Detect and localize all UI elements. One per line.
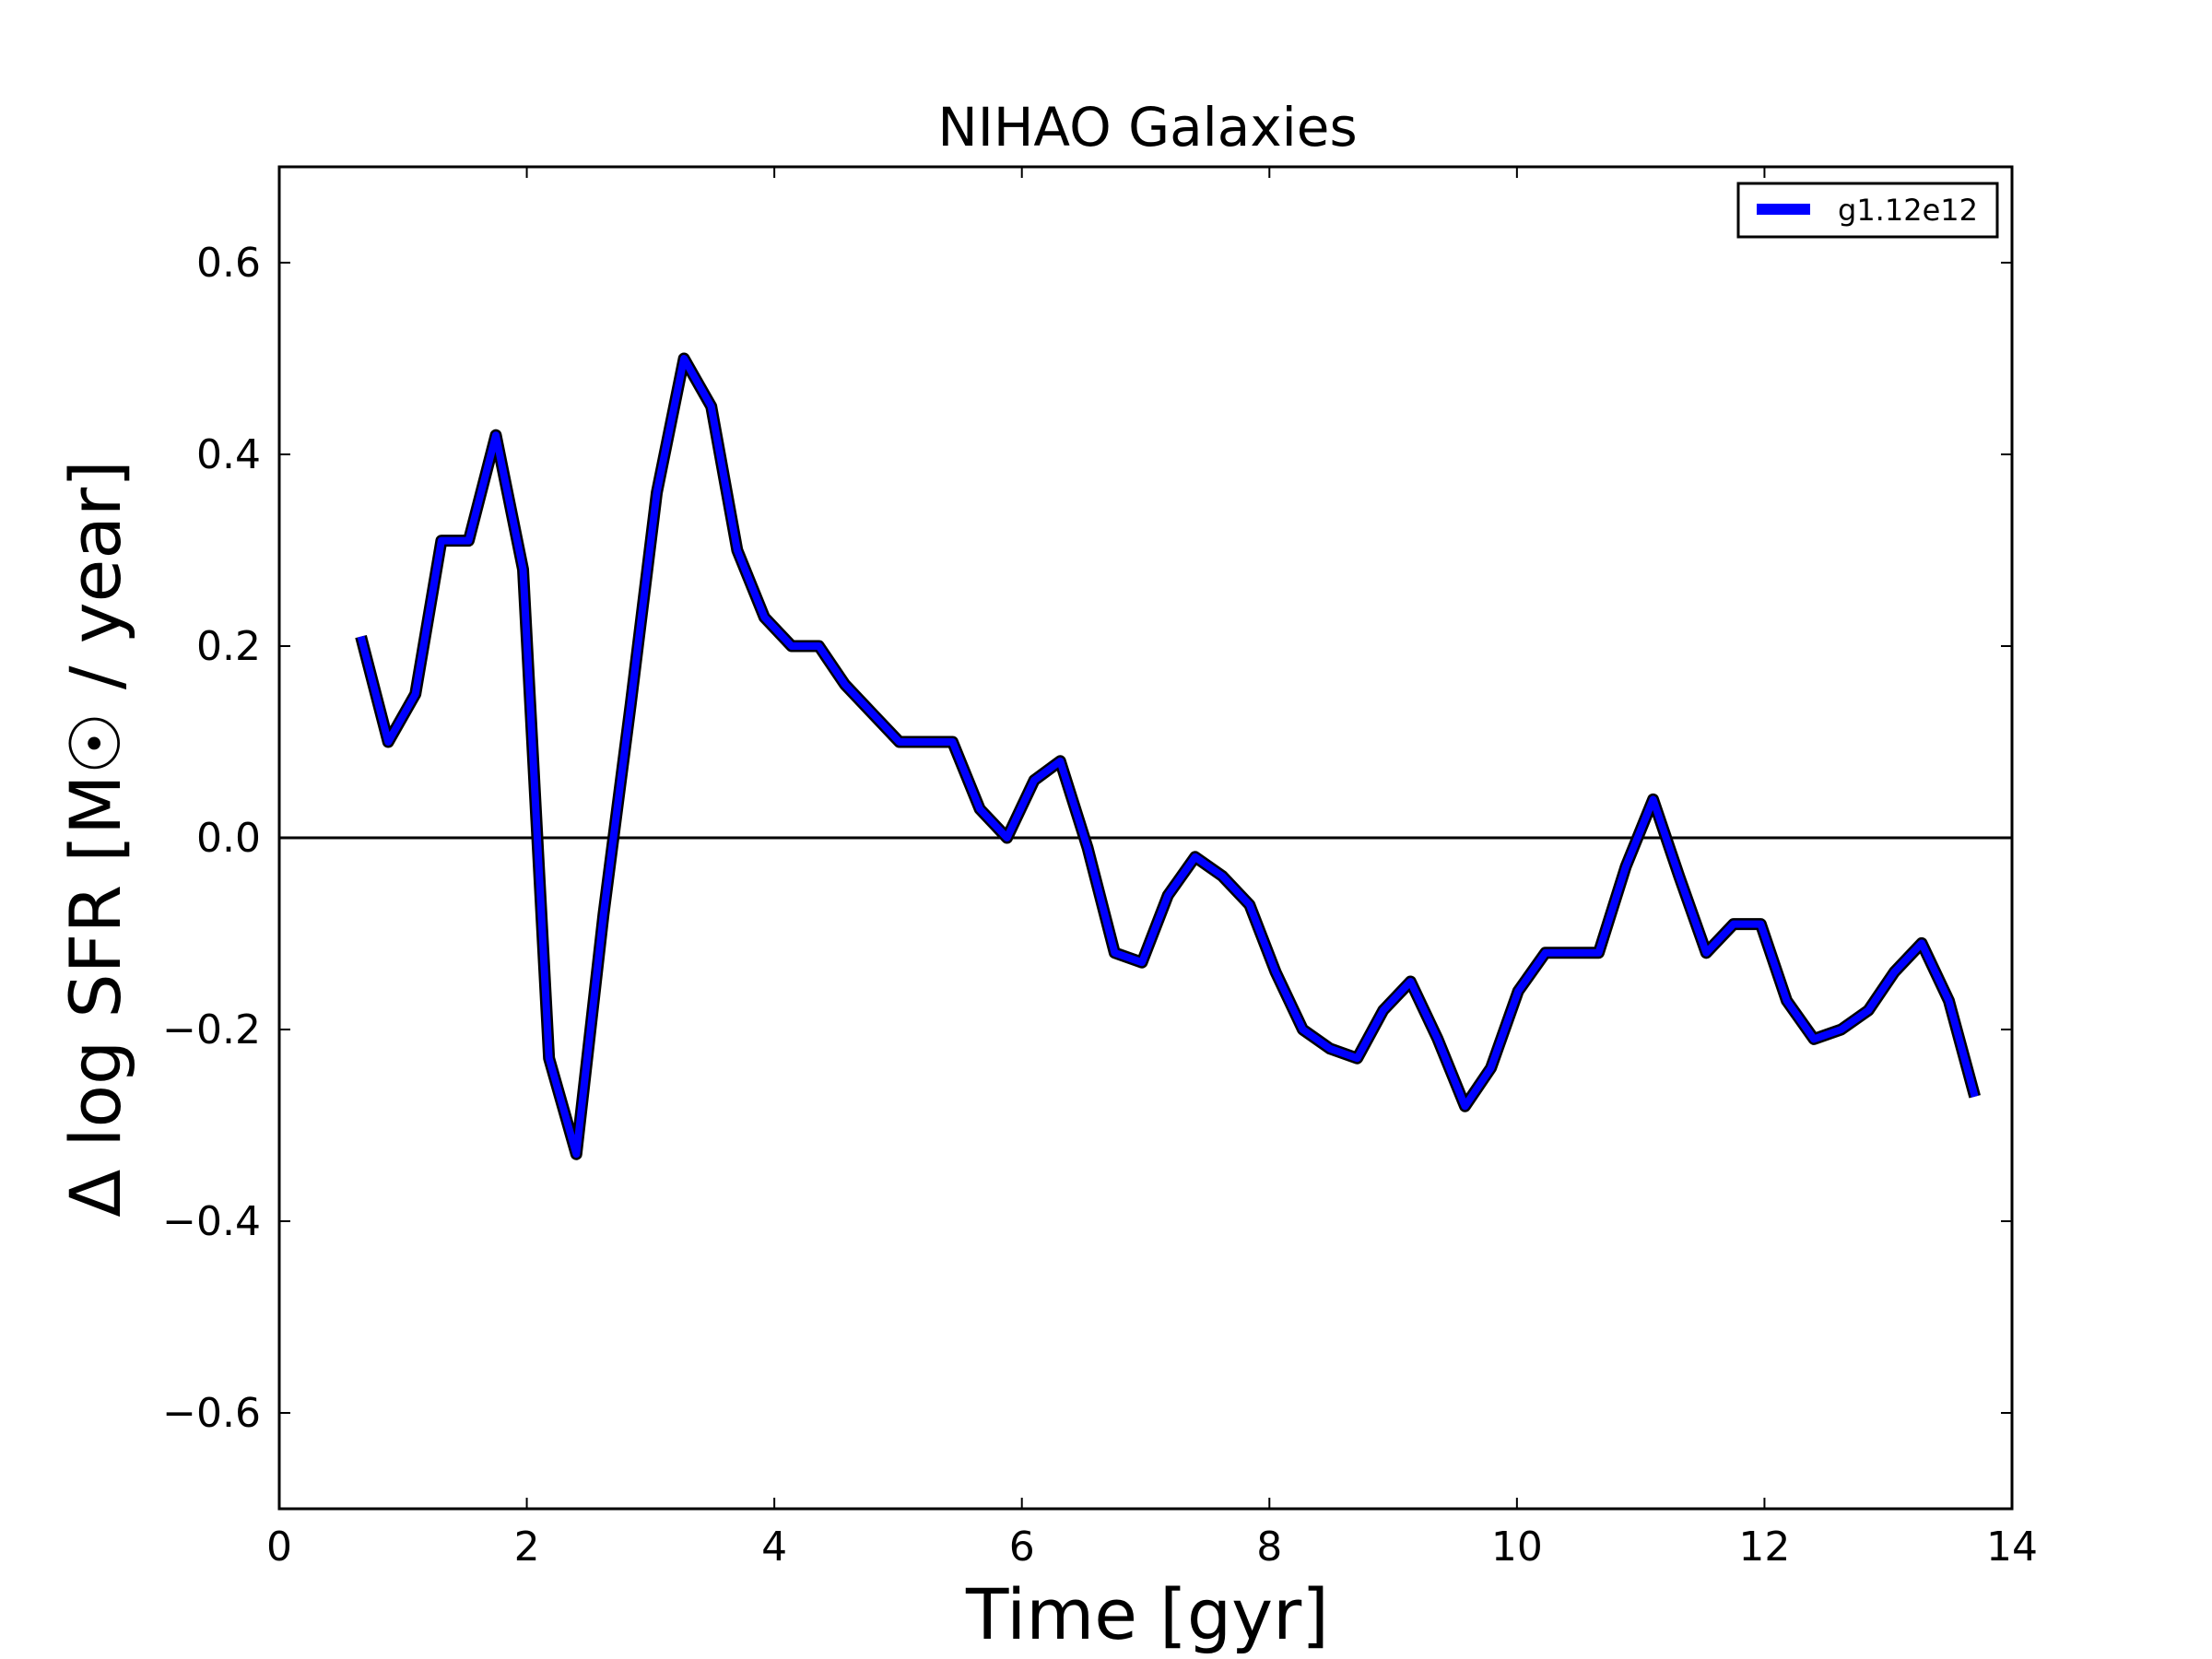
y-axis-label: Δ log SFR [M☉ / year] — [54, 460, 136, 1218]
legend-label: g1.12e12 — [1838, 193, 1978, 228]
x-axis-ticks: 0 2 4 6 8 10 12 14 — [266, 167, 2038, 1571]
x-tick-label: 8 — [1256, 1524, 1282, 1571]
y-tick-label: 0.0 — [196, 815, 261, 862]
series-line — [357, 355, 1979, 1159]
x-tick-label: 4 — [761, 1524, 787, 1571]
x-axis-label: Time [gyr] — [965, 1573, 1329, 1655]
y-tick-label: 0.2 — [196, 623, 261, 670]
x-tick-label: 10 — [1491, 1524, 1543, 1571]
y-tick-label: −0.6 — [162, 1390, 261, 1437]
y-axis-ticks: −0.6 −0.4 −0.2 0.0 0.2 0.4 0.6 — [162, 240, 2012, 1437]
legend: g1.12e12 — [1736, 182, 1999, 239]
x-tick-label: 12 — [1738, 1524, 1790, 1571]
x-tick-label: 6 — [1009, 1524, 1035, 1571]
x-tick-label: 14 — [1986, 1524, 2038, 1571]
x-tick-label: 0 — [266, 1524, 292, 1571]
y-tick-label: 0.4 — [196, 431, 261, 478]
plot-area-frame — [277, 165, 2014, 1511]
chart-title: NIHAO Galaxies — [937, 96, 1357, 159]
series-layer — [355, 352, 1981, 1160]
y-tick-label: −0.2 — [162, 1006, 261, 1053]
y-tick-label: 0.6 — [196, 240, 261, 287]
x-tick-label: 2 — [514, 1524, 540, 1571]
y-tick-label: −0.4 — [162, 1198, 261, 1245]
series-line-outline — [355, 352, 1981, 1160]
